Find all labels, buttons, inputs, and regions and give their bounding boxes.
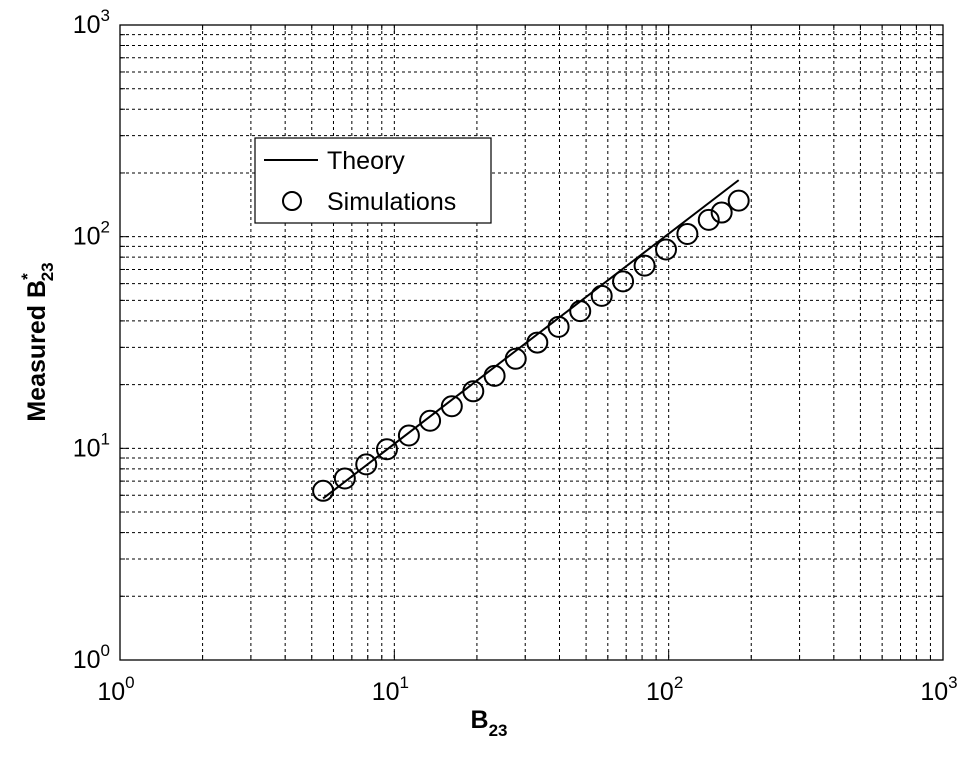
simulation-point — [526, 331, 549, 354]
y-tick-label: 102 — [73, 218, 110, 251]
x-tick-labels: 100 101 102 103 — [97, 673, 957, 706]
simulation-point — [727, 189, 750, 212]
simulation-point — [710, 201, 733, 224]
simulation-point — [504, 347, 527, 370]
simulation-point — [697, 208, 720, 231]
simulation-point — [612, 270, 635, 293]
simulation-point — [462, 380, 485, 403]
y-tick-labels: 100 101 102 103 — [73, 6, 110, 674]
legend: Theory Simulations — [254, 137, 492, 224]
simulation-point — [355, 453, 378, 476]
simulation-point — [419, 409, 442, 432]
x-tick-label: 103 — [920, 673, 957, 706]
legend-simulations-label: Simulations — [327, 188, 456, 216]
simulation-point — [590, 284, 613, 307]
simulation-point — [312, 479, 335, 502]
simulation-point — [655, 238, 678, 261]
series-layer — [312, 179, 750, 502]
axis-tick-marks — [120, 25, 943, 660]
y-tick-label: 103 — [73, 6, 110, 39]
plot-frame — [119, 24, 944, 661]
simulation-point — [333, 467, 356, 490]
x-tick-label: 101 — [372, 673, 409, 706]
simulation-point — [633, 254, 656, 277]
theory-line — [322, 179, 740, 500]
y-tick-label: 100 — [73, 641, 110, 674]
simulation-point — [397, 424, 420, 447]
x-tick-label: 102 — [646, 673, 683, 706]
simulation-point — [483, 364, 506, 387]
simulation-point — [569, 300, 592, 323]
plot-area — [120, 25, 943, 660]
simulation-point — [676, 222, 699, 245]
simulation-point — [375, 438, 398, 461]
y-axis-title: Measured B*23 — [18, 262, 57, 421]
simulation-point — [440, 395, 463, 418]
x-tick-label: 100 — [97, 673, 134, 706]
y-tick-label: 101 — [73, 429, 110, 462]
legend-simulations-marker — [282, 191, 302, 211]
grid — [120, 25, 943, 660]
simulation-point — [547, 315, 570, 338]
legend-theory-label: Theory — [327, 147, 405, 175]
x-axis-title: B23 — [471, 706, 508, 740]
